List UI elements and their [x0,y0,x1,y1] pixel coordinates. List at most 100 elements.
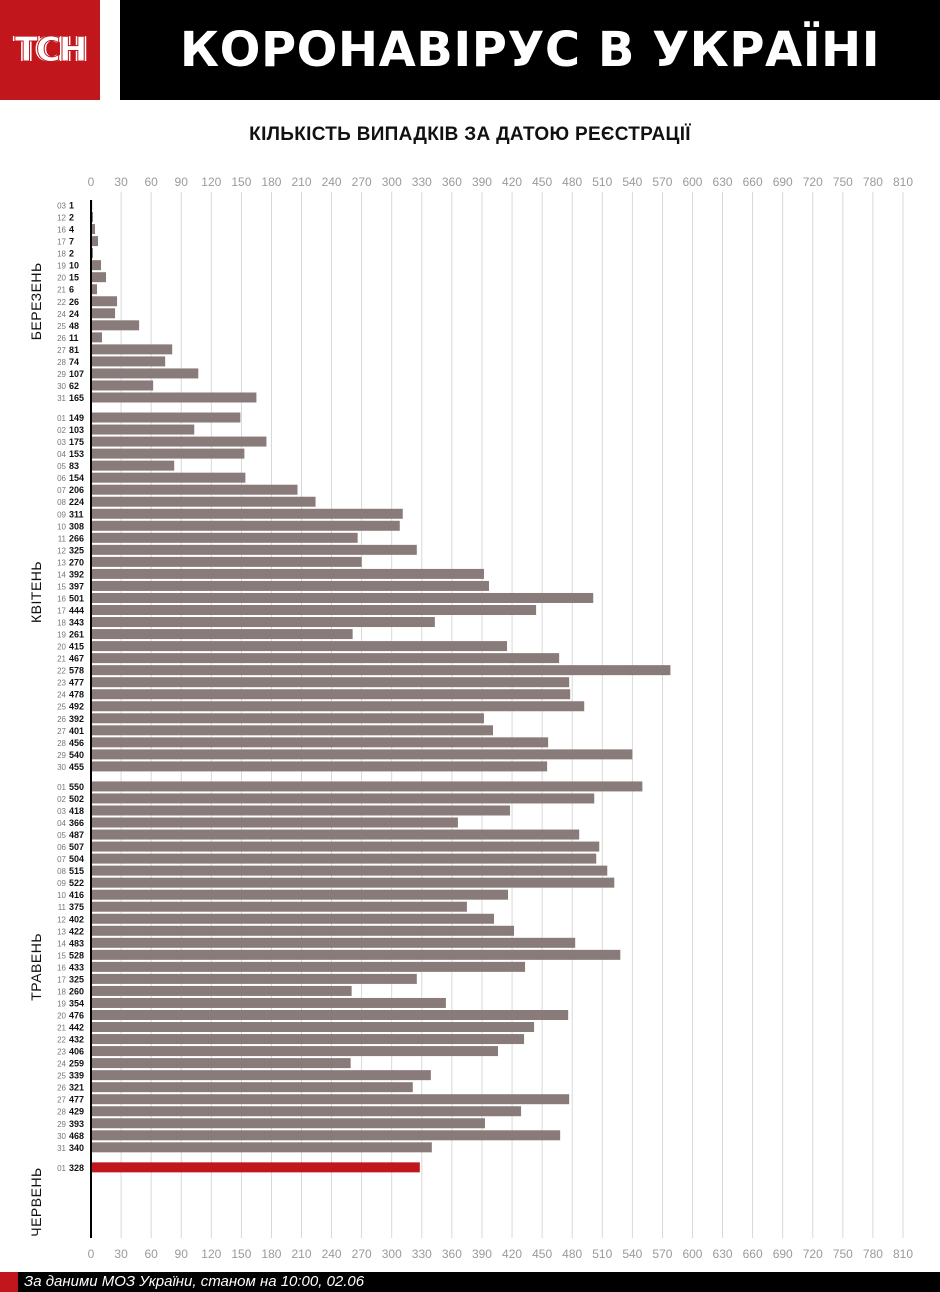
bar [91,937,576,948]
day-label: 07 [57,486,66,495]
x-tick-label-top: 540 [622,175,642,189]
bar [91,248,94,259]
x-tick-label-bottom: 150 [231,1247,251,1261]
value-label: 15 [69,273,79,283]
value-label: 26 [69,297,79,307]
day-label: 20 [57,1011,66,1020]
day-label: 22 [57,667,66,676]
bar [91,580,489,591]
x-tick-label-top: 780 [863,175,883,189]
value-label: 24 [69,309,79,319]
value-label: 501 [69,593,84,603]
bar [91,889,509,900]
value-label: 392 [69,569,84,579]
bar [91,737,549,748]
x-tick-label-bottom: 480 [562,1247,582,1261]
x-tick-label-top: 360 [442,175,462,189]
x-tick-label-top: 30 [114,175,128,189]
bar [91,472,246,483]
day-label: 26 [57,715,66,724]
day-label: 12 [57,915,66,924]
value-label: 492 [69,702,84,712]
day-label: 02 [57,426,66,435]
header: ТСН КОРОНАВІРУС В УКРАЇНІ [0,0,940,100]
value-label: 444 [69,606,84,616]
x-tick-label-top: 750 [833,175,853,189]
value-label: 375 [69,902,84,912]
value-label: 1 [69,201,74,211]
value-label: 502 [69,794,84,804]
bar [91,793,595,804]
x-tick-label-bottom: 0 [88,1247,95,1261]
day-label: 22 [57,298,66,307]
x-tick-label-bottom: 330 [412,1247,432,1261]
day-label: 27 [57,346,66,355]
day-label: 15 [57,951,66,960]
day-label: 19 [57,999,66,1008]
day-label: 03 [57,807,66,816]
tsn-logo[interactable]: ТСН [0,0,100,100]
value-label: 392 [69,714,84,724]
day-label: 06 [57,843,66,852]
value-label: 422 [69,926,84,936]
value-label: 366 [69,818,84,828]
day-label: 16 [57,226,66,235]
bar [91,641,508,652]
bar [91,817,458,828]
x-tick-label-top: 810 [893,175,913,189]
value-label: 153 [69,449,84,459]
x-tick-label-top: 690 [773,175,793,189]
value-label: 2 [69,213,74,223]
bar [91,901,467,912]
day-label: 23 [57,679,66,688]
day-label: 09 [57,879,66,888]
x-tick-label-bottom: 390 [472,1247,492,1261]
day-label: 26 [57,1084,66,1093]
logo-text: ТСН [14,30,88,71]
value-label: 175 [69,437,84,447]
day-label: 30 [57,1132,66,1141]
bar [91,713,484,724]
value-label: 321 [69,1083,84,1093]
bar [91,496,316,507]
chart-title: КІЛЬКІСТЬ ВИПАДКІВ ЗА ДАТОЮ РЕЄСТРАЦІЇ [249,124,691,145]
day-label: 04 [57,450,66,459]
value-label: 415 [69,642,84,652]
day-label: 08 [57,498,66,507]
bar [91,392,257,403]
value-label: 578 [69,666,84,676]
day-label: 18 [57,987,66,996]
title-banner: КОРОНАВІРУС В УКРАЇНІ [120,0,940,100]
x-tick-label-top: 510 [592,175,612,189]
bar [91,1094,570,1105]
x-tick-label-bottom: 720 [803,1247,823,1261]
value-label: 328 [69,1163,84,1173]
day-label: 03 [57,202,66,211]
x-tick-label-bottom: 360 [442,1247,462,1261]
value-label: 442 [69,1023,84,1033]
bar [91,272,107,283]
day-label: 24 [57,691,66,700]
value-label: 522 [69,878,84,888]
day-label: 25 [57,703,66,712]
value-label: 339 [69,1071,84,1081]
value-label: 107 [69,369,84,379]
x-tick-label-top: 480 [562,175,582,189]
bar [91,725,493,736]
bar [91,1142,432,1153]
bar [91,677,570,688]
x-tick-label-bottom: 120 [201,1247,221,1261]
x-tick-label-top: 0 [88,175,95,189]
x-tick-label-top: 150 [231,175,251,189]
day-label: 05 [57,831,66,840]
bar [91,1034,525,1045]
bar [91,320,140,331]
value-label: 74 [69,357,79,367]
value-label: 261 [69,630,84,640]
value-label: 165 [69,393,84,403]
day-label: 23 [57,1048,66,1057]
bar [91,556,362,567]
value-label: 515 [69,866,84,876]
x-tick-label-bottom: 30 [114,1247,128,1261]
day-label: 11 [58,903,67,912]
